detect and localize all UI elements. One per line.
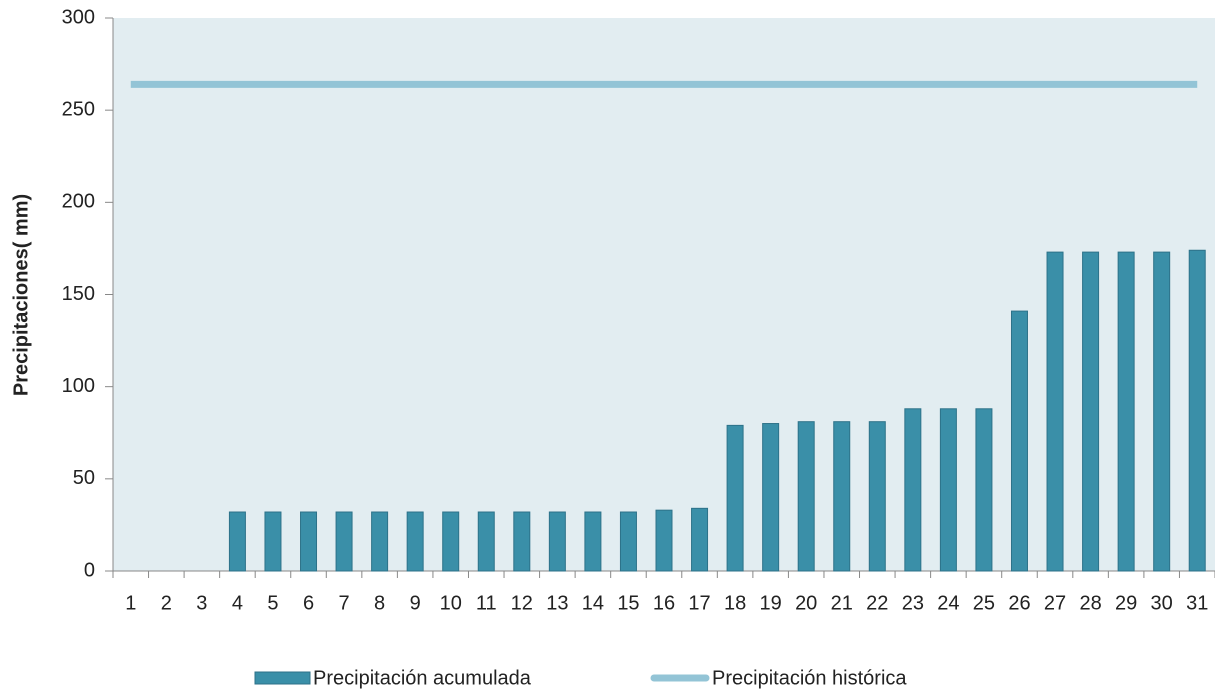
y-tick-label: 100 — [62, 375, 95, 397]
x-tick-label: 27 — [1044, 592, 1066, 614]
bar — [868, 421, 886, 572]
x-tick-label: 9 — [410, 592, 421, 614]
bar — [513, 511, 531, 572]
y-axis-label: Precipitaciones( mm) — [10, 194, 32, 396]
bar — [371, 511, 389, 572]
x-tick-label: 25 — [973, 592, 995, 614]
x-tick-label: 26 — [1008, 592, 1030, 614]
x-tick-label: 4 — [232, 592, 243, 614]
x-tick-label: 23 — [902, 592, 924, 614]
bar — [228, 511, 246, 572]
bar — [619, 511, 637, 572]
x-tick-label: 21 — [831, 592, 853, 614]
x-tick-label: 29 — [1115, 592, 1137, 614]
x-tick-label: 11 — [476, 592, 497, 614]
x-tick-label: 15 — [617, 592, 639, 614]
bar — [1010, 310, 1028, 572]
x-tick-label: 12 — [511, 592, 533, 614]
bar — [975, 408, 993, 572]
x-tick-label: 31 — [1186, 592, 1208, 614]
bar — [442, 511, 460, 572]
x-tick-label: 18 — [724, 592, 746, 614]
y-tick-label: 250 — [62, 98, 95, 120]
bar — [762, 423, 780, 572]
bar — [548, 511, 566, 572]
bar — [300, 511, 318, 572]
bar — [264, 511, 282, 572]
bar — [477, 511, 495, 572]
bar — [655, 509, 673, 572]
x-tick-label: 20 — [795, 592, 817, 614]
bar — [406, 511, 424, 572]
legend-label: Precipitación acumulada — [313, 667, 532, 689]
legend-label: Precipitación histórica — [712, 667, 907, 689]
x-tick-label: 13 — [546, 592, 568, 614]
x-tick-label: 3 — [196, 592, 207, 614]
x-tick-label: 10 — [440, 592, 462, 614]
plot-area — [113, 18, 1215, 571]
y-tick-label: 0 — [84, 559, 95, 581]
bar — [1188, 249, 1206, 572]
bar — [691, 507, 709, 572]
x-tick-label: 28 — [1079, 592, 1101, 614]
bar — [1153, 251, 1171, 572]
x-tick-label: 30 — [1151, 592, 1173, 614]
bar — [833, 421, 851, 572]
x-tick-label: 19 — [760, 592, 782, 614]
bar — [797, 421, 815, 572]
bar — [939, 408, 957, 572]
x-tick-label: 5 — [267, 592, 278, 614]
x-tick-label: 2 — [161, 592, 172, 614]
bar — [726, 424, 744, 572]
bar — [1082, 251, 1100, 572]
y-tick-label: 50 — [73, 467, 95, 489]
bar — [584, 511, 602, 572]
x-tick-label: 14 — [582, 592, 604, 614]
bar — [335, 511, 353, 572]
x-tick-label: 6 — [303, 592, 314, 614]
x-tick-label: 22 — [866, 592, 888, 614]
x-tick-label: 17 — [688, 592, 710, 614]
bar — [1117, 251, 1135, 572]
bar — [904, 408, 922, 572]
x-tick-label: 8 — [374, 592, 385, 614]
y-tick-label: 150 — [62, 283, 95, 305]
y-tick-label: 200 — [62, 191, 95, 213]
x-tick-label: 1 — [125, 592, 136, 614]
legend-swatch — [254, 671, 311, 685]
y-tick-label: 300 — [62, 6, 95, 28]
x-tick-label: 24 — [937, 592, 959, 614]
bar — [1046, 251, 1064, 572]
x-tick-label: 7 — [339, 592, 350, 614]
x-tick-label: 16 — [653, 592, 675, 614]
